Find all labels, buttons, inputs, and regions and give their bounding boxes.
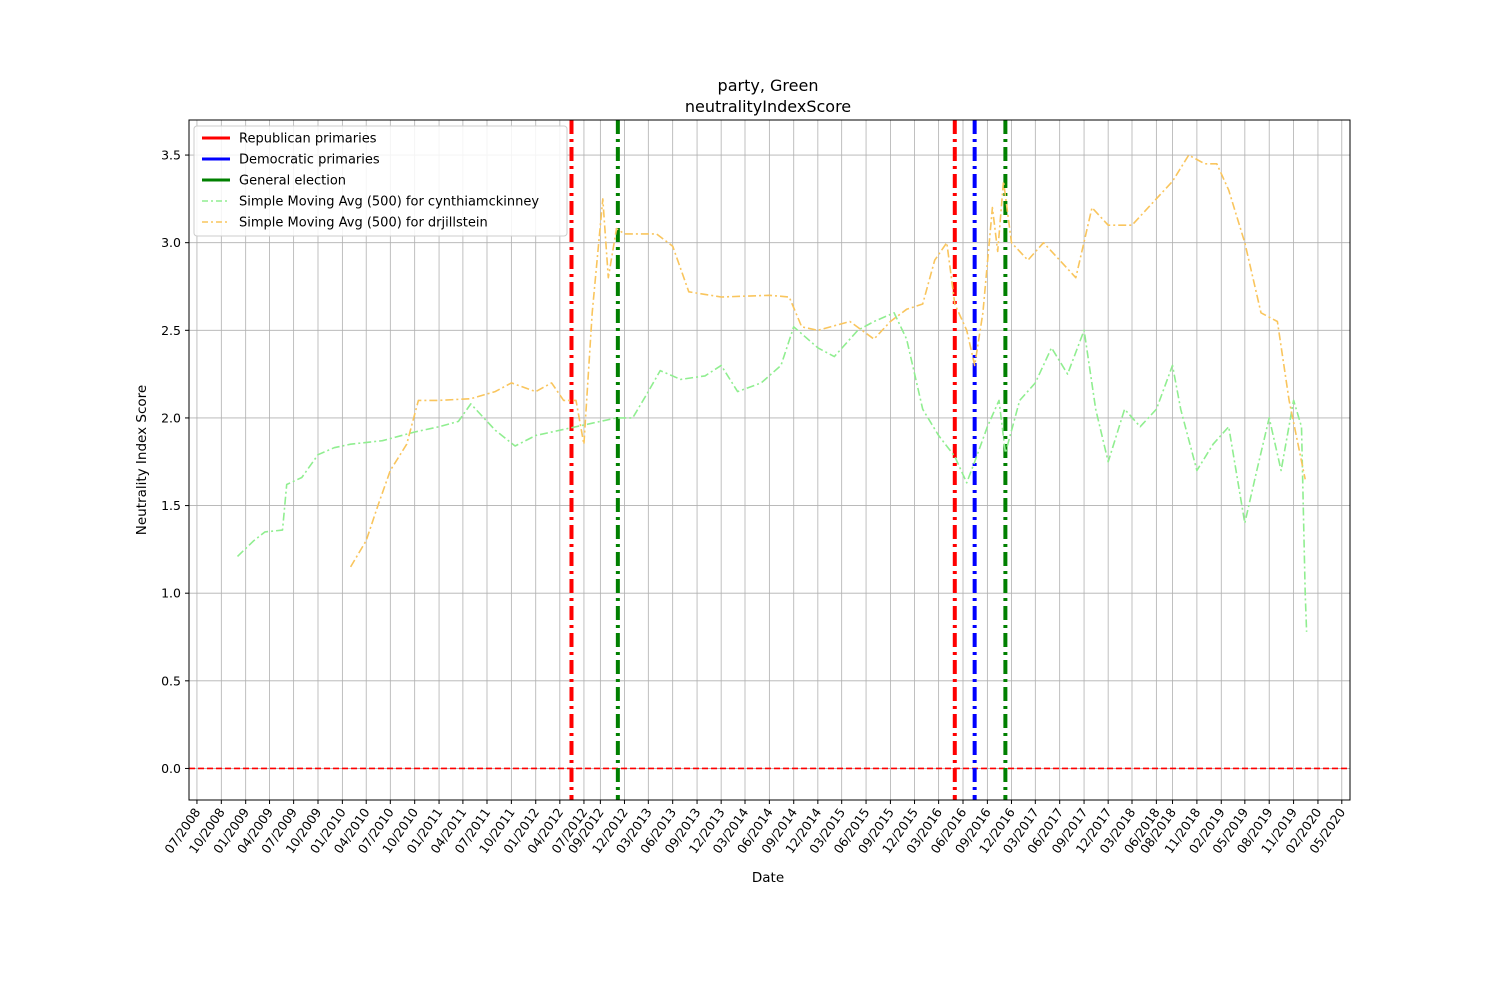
reference-lines xyxy=(189,120,1350,800)
legend-item-label: Republican primaries xyxy=(239,132,377,147)
series-line-cynthiamckinney xyxy=(236,311,1308,632)
y-tick-label: 1.0 xyxy=(161,586,181,601)
legend-item-label: Simple Moving Avg (500) for drjillstein xyxy=(239,216,488,231)
y-tick-label: 2.5 xyxy=(161,323,181,338)
y-tick-label: 2.0 xyxy=(161,410,181,425)
legend-item-label: Simple Moving Avg (500) for cynthiamckin… xyxy=(239,195,539,210)
legend-item-label: General election xyxy=(239,174,346,189)
y-tick-label: 0.5 xyxy=(161,673,181,688)
series-line-drjillstein xyxy=(349,154,1306,568)
y-tick-label: 3.5 xyxy=(161,148,181,163)
y-axis-ticks: 0.0 0.5 1.0 1.5 2.0 2.5 3.0 3.5 xyxy=(161,148,189,776)
x-axis-label: Date xyxy=(752,870,784,886)
y-tick-label: 3.0 xyxy=(161,235,181,250)
x-axis-ticks: 07/200810/200801/200904/200907/200910/20… xyxy=(161,800,1348,856)
y-axis-label: Neutrality Index Score xyxy=(134,385,150,535)
y-tick-label: 1.5 xyxy=(161,498,181,513)
series-lines xyxy=(236,154,1308,632)
legend: Republican primaries Democratic primaries… xyxy=(193,125,568,237)
legend-box xyxy=(193,125,568,237)
chart-title-line-1: party, Green xyxy=(718,76,819,95)
legend-item-label: Democratic primaries xyxy=(239,153,380,168)
chart-title-line-2: neutralityIndexScore xyxy=(685,97,851,116)
y-tick-label: 0.0 xyxy=(161,761,181,776)
